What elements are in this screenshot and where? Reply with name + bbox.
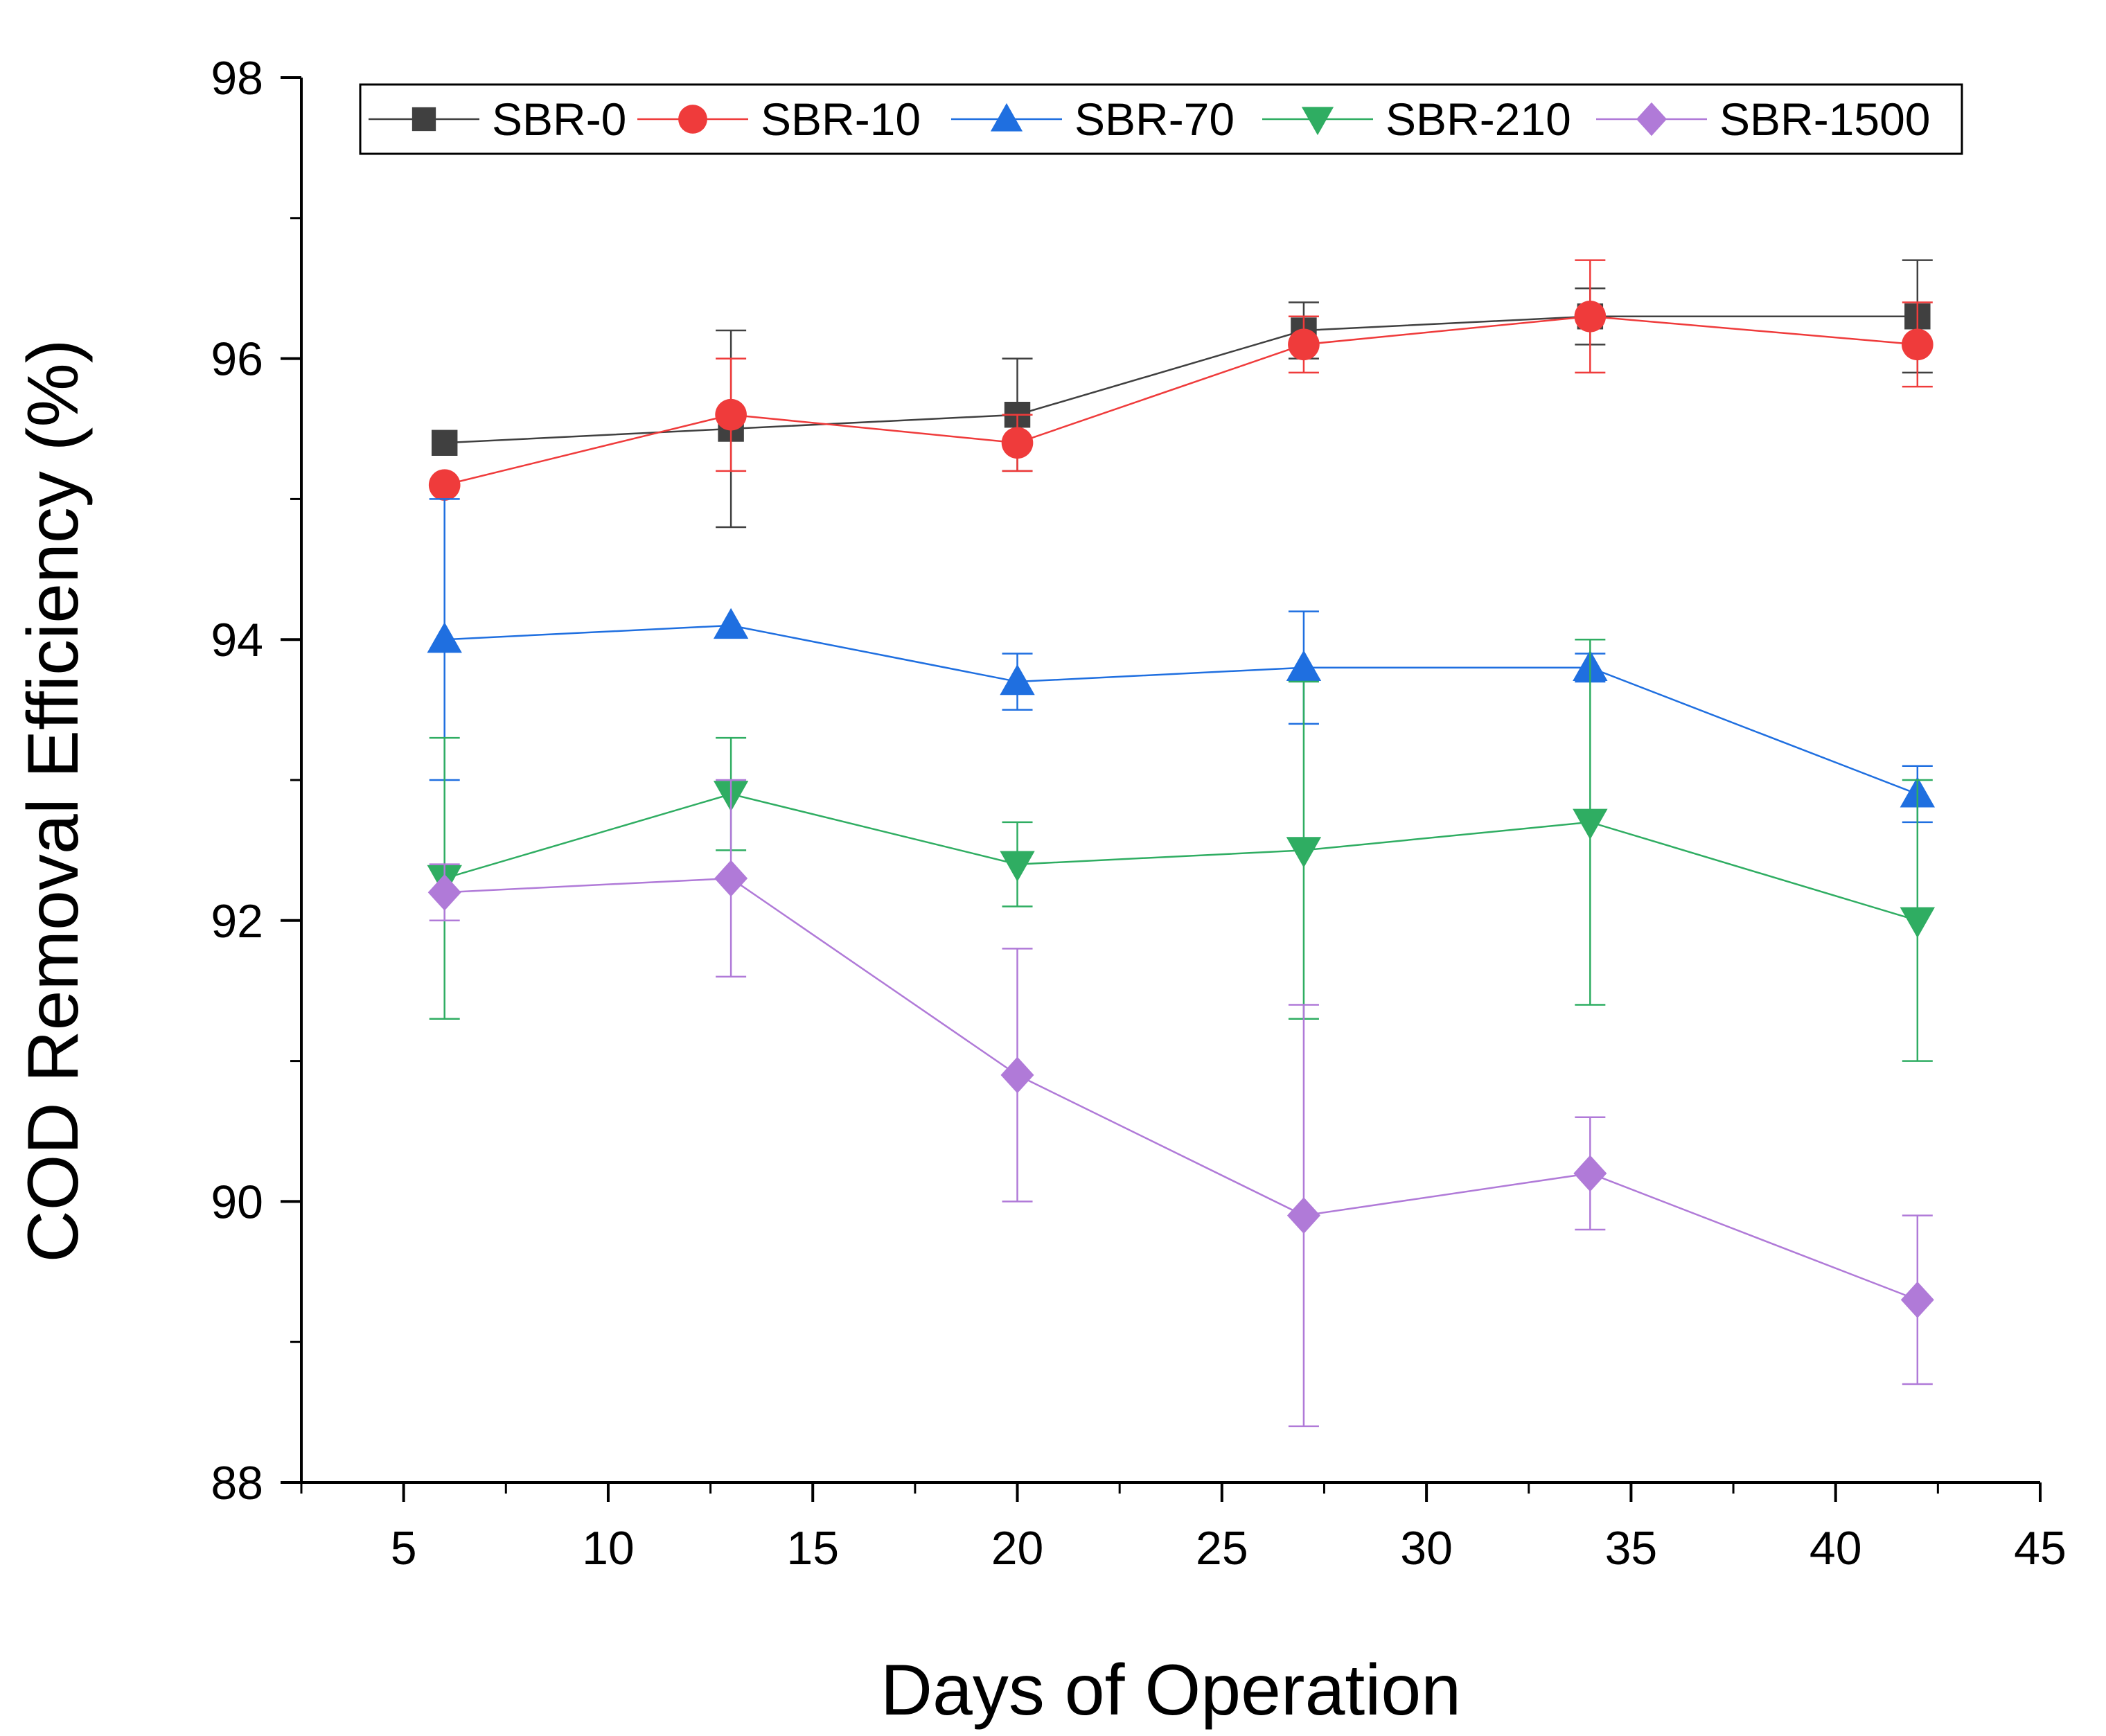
- legend-item-sbr-1500: SBR-1500: [1596, 94, 1931, 145]
- y-tick-label: 98: [211, 52, 263, 105]
- y-tick-label: 90: [211, 1176, 263, 1228]
- data-point: [1574, 300, 1607, 333]
- series-line: [444, 877, 1918, 1301]
- series-line: [444, 315, 1918, 486]
- legend-item-sbr-210: SBR-210: [1262, 94, 1571, 145]
- legend-marker: [1636, 102, 1667, 136]
- series-line: [444, 792, 1918, 921]
- legend-item-sbr-0: SBR-0: [369, 94, 626, 145]
- y-axis-title: COD Removal Efficiency (%): [13, 339, 94, 1262]
- legend-label: SBR-0: [492, 94, 626, 145]
- x-tick-label: 45: [2014, 1522, 2067, 1575]
- data-point: [427, 874, 461, 911]
- legend-label: SBR-210: [1386, 94, 1571, 145]
- data-point: [428, 469, 461, 501]
- data-point: [1286, 837, 1322, 868]
- data-point: [1573, 808, 1608, 840]
- y-tick-label: 88: [211, 1457, 263, 1509]
- data-point: [1573, 1155, 1607, 1192]
- series-line: [444, 624, 1918, 795]
- series-line: [444, 315, 1918, 444]
- data-point: [1286, 1197, 1320, 1234]
- data-point: [1902, 328, 1934, 361]
- data-point: [427, 622, 462, 653]
- x-tick-label: 5: [391, 1522, 417, 1575]
- data-point: [1288, 328, 1320, 361]
- y-tick-label: 96: [211, 333, 263, 386]
- axes: 5 10 15 20 25 30 35 40 45 88 90 92 94 96 98: [211, 52, 2066, 1575]
- data-point: [431, 429, 458, 456]
- data-point: [713, 608, 749, 639]
- x-axis-title: Days of Operation: [881, 1650, 1461, 1730]
- data-point: [1000, 1056, 1034, 1094]
- legend-marker: [1301, 107, 1334, 136]
- series-sbr-10: [428, 259, 1934, 501]
- legend-label: SBR-10: [761, 94, 921, 145]
- legend-marker: [678, 105, 707, 134]
- data-point: [715, 398, 747, 431]
- x-tick-label: 30: [1400, 1522, 1453, 1575]
- x-tick-label: 40: [1809, 1522, 1862, 1575]
- y-tick-label: 92: [211, 895, 263, 948]
- series-sbr-70: [427, 498, 1936, 824]
- legend-label: SBR-1500: [1719, 94, 1931, 145]
- legend-marker: [412, 107, 436, 132]
- y-tick-label: 94: [211, 614, 263, 666]
- data-point: [1900, 907, 1936, 938]
- series-sbr-1500: [427, 779, 1934, 1428]
- data-point: [714, 860, 748, 897]
- data-point: [1000, 851, 1035, 882]
- series-sbr-0: [431, 259, 1933, 529]
- legend-item-sbr-10: SBR-10: [637, 94, 921, 145]
- series-layer: [427, 259, 1936, 1428]
- legend-label: SBR-70: [1074, 94, 1235, 145]
- data-point: [1286, 650, 1322, 681]
- data-point: [1000, 664, 1035, 696]
- data-point: [1001, 427, 1034, 459]
- x-tick-label: 20: [991, 1522, 1044, 1575]
- series-sbr-210: [427, 638, 1936, 1062]
- x-tick-label: 10: [582, 1522, 635, 1575]
- x-tick-label: 25: [1196, 1522, 1248, 1575]
- legend: SBR-0 SBR-10 SBR-70 SBR-210 SBR-1500: [359, 83, 1963, 155]
- legend-item-sbr-70: SBR-70: [951, 94, 1235, 145]
- x-tick-label: 15: [786, 1522, 839, 1575]
- data-point: [1900, 1281, 1934, 1318]
- x-tick-label: 35: [1605, 1522, 1658, 1575]
- legend-marker: [990, 103, 1023, 132]
